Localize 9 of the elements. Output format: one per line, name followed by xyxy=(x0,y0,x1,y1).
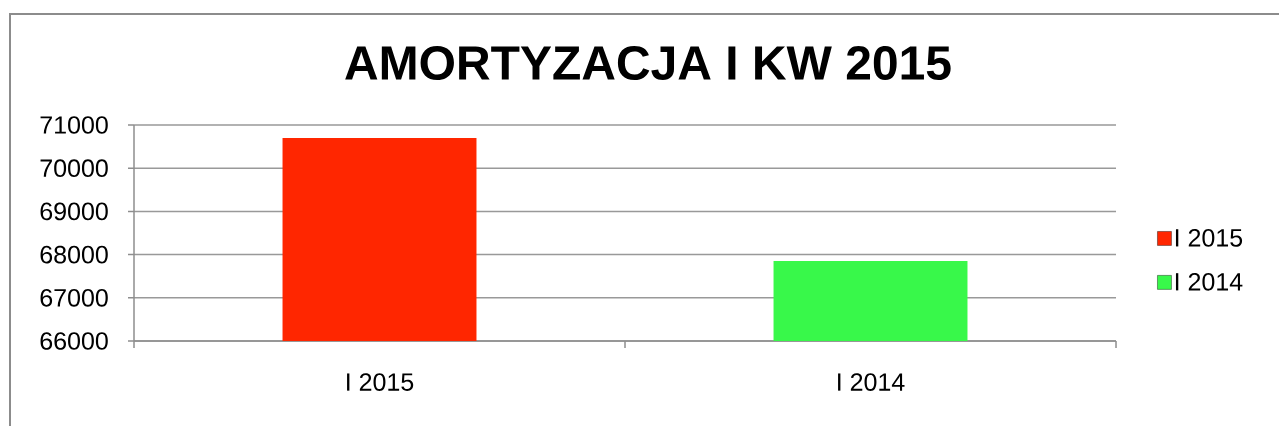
y-tick-label: 66000 xyxy=(40,332,108,350)
y-tick-label: 67000 xyxy=(40,288,108,307)
legend-label: I 2014 xyxy=(1175,272,1243,291)
y-tick-label: 68000 xyxy=(40,245,108,264)
chart-title: AMORTYZACJA I KW 2015 xyxy=(345,46,951,80)
legend-label: I 2015 xyxy=(1175,228,1243,247)
y-tick-label: 71000 xyxy=(40,116,108,134)
y-tick-label: 69000 xyxy=(40,202,108,221)
y-tick-label: 70000 xyxy=(40,159,108,178)
